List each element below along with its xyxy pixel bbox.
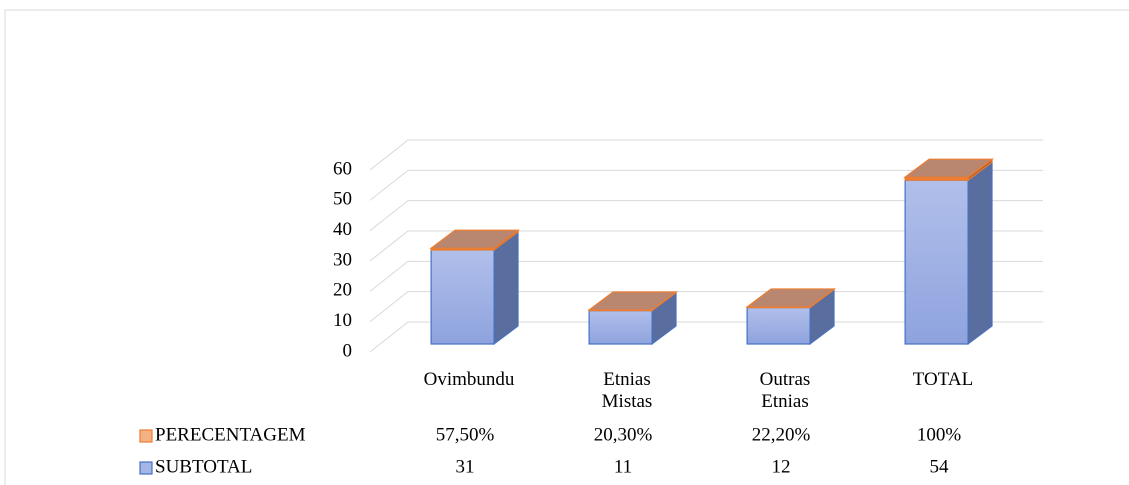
bar-top [587,291,678,311]
data-label: 54 [930,456,950,477]
grid-line [369,260,1043,292]
data-label: 11 [614,456,632,477]
data-label: 20,30% [594,424,653,445]
x-tick-label: TOTAL [912,369,974,390]
grid-line [369,230,1043,262]
bar-top [429,229,520,249]
y-tick-label: 40 [333,219,352,240]
y-tick-label: 50 [333,189,352,210]
y-tick-label: 20 [333,280,352,301]
legend-swatch [139,461,153,475]
x-tick-label: Ovimbundu [423,369,515,390]
grid-line [369,139,1043,171]
bar [588,310,653,345]
legend-label: PERECENTAGEM [155,424,306,445]
bar-side [967,161,993,345]
bar-side [493,230,519,346]
bar [430,249,495,345]
bar [746,307,811,345]
data-label: 57,50% [436,424,495,445]
bar-top [903,158,994,178]
bar-top [745,288,836,308]
data-label: 12 [772,456,791,477]
x-tick-label: Outras Etnias [759,369,811,412]
y-tick-label: 30 [333,249,352,270]
data-label: 100% [917,424,962,445]
y-tick-label: 0 [343,340,353,361]
x-tick-label: Etnias Mistas [601,369,653,412]
y-tick-label: 60 [333,158,352,179]
legend-swatch [139,429,153,443]
frame [4,9,1129,485]
legend-label: SUBTOTAL [155,456,252,477]
bar [904,179,969,345]
grid-line [369,200,1043,232]
y-tick-label: 10 [333,310,352,331]
grid-line [369,169,1043,201]
data-label: 22,20% [752,424,811,445]
data-label: 31 [456,456,475,477]
